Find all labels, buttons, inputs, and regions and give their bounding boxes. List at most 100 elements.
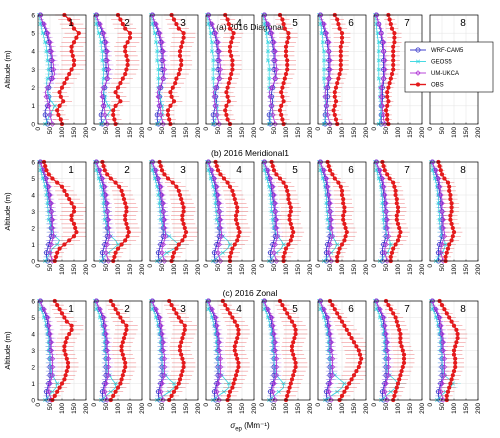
data-point <box>233 201 239 206</box>
data-point <box>394 201 399 206</box>
x-tick-label: 150 <box>183 127 190 138</box>
x-tick-label: 150 <box>351 403 358 414</box>
data-point <box>104 75 110 82</box>
series-obs <box>212 159 252 264</box>
x-tick-label: 0 <box>259 127 266 131</box>
data-point <box>382 192 388 198</box>
data-point <box>150 22 155 27</box>
x-tick-label: 50 <box>103 264 110 272</box>
profile-panel-7: 7 0 50 100 150 200 <box>371 159 426 275</box>
data-point <box>327 331 333 337</box>
data-point <box>376 49 381 54</box>
data-point <box>394 319 399 324</box>
data-point <box>97 167 103 174</box>
data-point <box>454 327 459 333</box>
data-point <box>339 393 345 399</box>
data-point <box>69 217 74 222</box>
series-line <box>207 300 221 401</box>
data-point <box>111 302 116 308</box>
data-point <box>160 339 166 346</box>
data-point <box>217 66 224 73</box>
data-point <box>329 355 336 362</box>
x-tick-label: 150 <box>295 403 302 414</box>
data-point <box>59 381 65 386</box>
data-point <box>444 250 449 255</box>
data-point <box>232 348 237 353</box>
data-point <box>102 183 108 190</box>
data-point <box>335 311 340 316</box>
data-point <box>268 103 275 109</box>
data-point <box>272 121 278 127</box>
x-tick-label: 50 <box>215 127 222 135</box>
data-point <box>208 176 213 181</box>
data-point <box>227 184 233 189</box>
y-tick-label: 4 <box>31 49 35 56</box>
data-point <box>335 254 340 260</box>
data-point <box>123 26 128 31</box>
data-point <box>160 48 166 55</box>
data-point <box>217 355 224 362</box>
x-tick-label: 50 <box>383 127 390 135</box>
data-point <box>378 30 384 36</box>
data-point <box>342 221 347 227</box>
data-point <box>227 44 233 49</box>
data-point <box>159 249 165 256</box>
data-point <box>156 84 163 91</box>
data-point <box>285 40 290 45</box>
x-tick-label: 100 <box>115 127 122 138</box>
data-point <box>179 62 184 68</box>
data-point <box>105 225 112 231</box>
data-point <box>341 196 346 202</box>
data-point <box>44 84 51 91</box>
data-point <box>233 352 239 357</box>
data-point <box>289 344 295 349</box>
data-point <box>47 380 53 387</box>
data-point <box>347 381 352 386</box>
data-point <box>321 67 327 72</box>
data-point <box>93 159 100 165</box>
x-tick-label: 150 <box>127 264 134 275</box>
data-point <box>161 258 168 264</box>
data-point <box>327 168 333 173</box>
data-point <box>440 225 446 231</box>
data-point <box>392 31 397 36</box>
data-point <box>217 225 224 231</box>
data-point <box>233 373 239 378</box>
data-point <box>380 112 387 118</box>
data-point <box>103 192 109 198</box>
data-point <box>49 372 56 379</box>
data-point <box>438 322 444 329</box>
data-point <box>159 331 165 337</box>
y-tick-label: 5 <box>31 315 35 322</box>
data-point <box>280 94 285 99</box>
panel-number: 1 <box>68 18 74 29</box>
data-point <box>321 306 327 313</box>
data-point <box>57 307 62 312</box>
data-point <box>227 26 233 31</box>
x-tick-label: 150 <box>71 264 78 275</box>
data-point <box>292 356 297 361</box>
data-point <box>395 209 401 214</box>
data-point <box>161 66 168 73</box>
data-point <box>339 192 345 198</box>
data-point <box>49 121 56 127</box>
data-point <box>380 314 387 321</box>
data-point <box>267 93 274 100</box>
data-point <box>152 176 157 181</box>
data-point <box>397 327 402 333</box>
data-point <box>214 112 220 118</box>
data-point <box>47 112 53 118</box>
data-point <box>120 340 125 345</box>
data-point <box>124 327 129 333</box>
data-point <box>398 229 403 235</box>
data-point <box>279 112 284 118</box>
series-line <box>95 14 109 125</box>
data-point <box>401 352 407 357</box>
data-point <box>225 117 230 122</box>
data-point <box>322 93 328 100</box>
data-point <box>47 192 53 198</box>
y-tick-label: 1 <box>31 381 35 388</box>
data-point <box>385 172 390 177</box>
data-point <box>380 183 387 190</box>
data-point <box>273 355 280 362</box>
